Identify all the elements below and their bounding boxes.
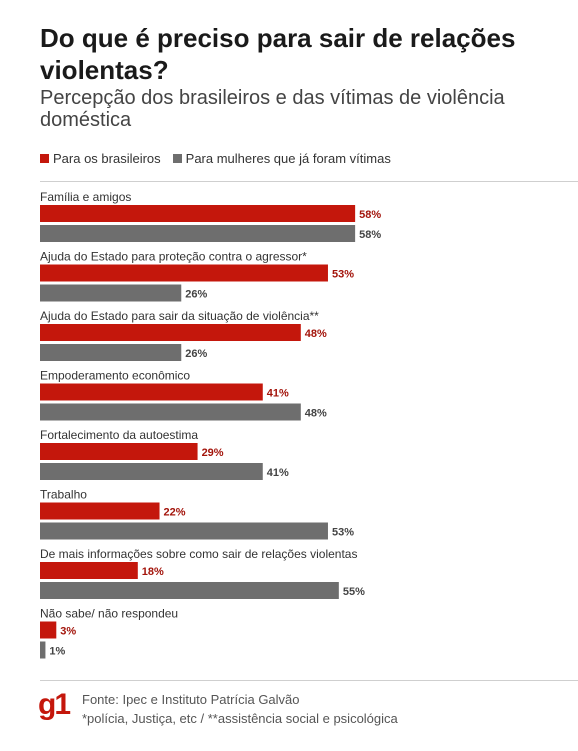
- bar-vitimas: [40, 582, 339, 599]
- bar-chart: Família e amigos 58% 58% Ajuda do Estado pa…: [40, 190, 381, 659]
- g1-logo: g1: [38, 688, 71, 721]
- chart-subtitle: Percepção dos brasileiros e das vítimas …: [40, 87, 505, 131]
- data-label: 18%: [142, 566, 164, 578]
- data-label: 26%: [185, 348, 207, 360]
- bar-vitimas: [40, 225, 356, 242]
- data-label: 55%: [343, 586, 365, 598]
- bar-brasileiros: [40, 443, 198, 460]
- bar-vitimas: [40, 284, 182, 302]
- data-label: 58%: [359, 209, 381, 221]
- category-label: Trabalho: [40, 488, 87, 502]
- legend-item-brasileiros: Para os brasileiros: [40, 151, 161, 166]
- bar-brasileiros: [40, 205, 356, 222]
- category-label: Família e amigos: [40, 190, 131, 204]
- top-divider: [40, 181, 578, 182]
- data-label: 53%: [332, 269, 354, 281]
- bar-brasileiros: [40, 562, 138, 579]
- data-label: 26%: [185, 289, 207, 301]
- bar-brasileiros: [40, 324, 301, 341]
- category-label: Ajuda do Estado para sair da situação de…: [40, 309, 319, 323]
- legend-label-vitimas: Para mulheres que já foram vítimas: [185, 151, 391, 166]
- data-label: 53%: [332, 527, 354, 539]
- bar-brasileiros: [40, 264, 328, 282]
- data-label: 1%: [49, 646, 65, 658]
- footnote: *polícia, Justiça, etc / **assistência s…: [82, 711, 398, 726]
- data-label: 22%: [164, 507, 186, 519]
- category-label: Não sabe/ não respondeu: [40, 607, 178, 621]
- category-label: Empoderamento econômico: [40, 369, 190, 383]
- data-label: 3%: [60, 626, 76, 638]
- category-label: Fortalecimento da autoestima: [40, 428, 198, 442]
- bar-vitimas: [40, 463, 263, 480]
- bar-vitimas: [40, 522, 328, 540]
- bar-vitimas: [40, 403, 301, 421]
- bar-brasileiros: [40, 621, 57, 639]
- bottom-divider: [40, 680, 578, 681]
- legend: Para os brasileiros Para mulheres que já…: [40, 151, 403, 166]
- bar-vitimas: [40, 641, 46, 659]
- category-label: De mais informações sobre como sair de r…: [40, 547, 357, 561]
- data-label: 29%: [202, 447, 224, 459]
- legend-item-vitimas: Para mulheres que já foram vítimas: [172, 151, 391, 166]
- data-label: 41%: [267, 388, 289, 400]
- category-label: Ajuda do Estado para proteção contra o a…: [40, 250, 307, 264]
- bar-brasileiros: [40, 502, 160, 520]
- legend-swatch-red: [40, 154, 49, 163]
- bar-vitimas: [40, 344, 182, 361]
- data-label: 48%: [305, 328, 327, 340]
- source-note: Fonte: Ipec e Instituto Patrícia Galvão: [82, 692, 300, 707]
- legend-label-brasileiros: Para os brasileiros: [53, 151, 161, 166]
- data-label: 58%: [359, 229, 381, 241]
- data-label: 41%: [267, 467, 289, 479]
- legend-swatch-gray: [172, 154, 182, 163]
- data-label: 48%: [305, 408, 327, 420]
- chart-title: Do que é preciso para sair de relações v…: [40, 23, 516, 85]
- bar-brasileiros: [40, 383, 263, 401]
- footer-notes: Fonte: Ipec e Instituto Patrícia Galvão …: [82, 690, 398, 728]
